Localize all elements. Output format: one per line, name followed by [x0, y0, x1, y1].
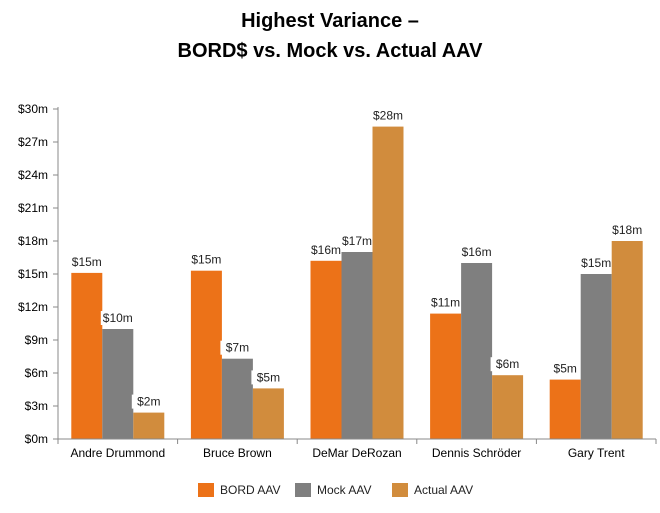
data-label: $2m: [137, 395, 160, 409]
bar: [580, 274, 612, 439]
y-tick-label: $21m: [18, 201, 48, 215]
bar: [549, 379, 581, 439]
bar: [492, 375, 524, 439]
bar: [310, 260, 342, 439]
bar: [611, 241, 643, 439]
bar: [461, 263, 493, 439]
legend-swatch: [392, 483, 408, 497]
data-label: $6m: [496, 357, 519, 371]
y-tick-label: $9m: [25, 333, 48, 347]
y-tick-label: $3m: [25, 399, 48, 413]
data-label-background: [579, 256, 614, 270]
data-label-background: [69, 254, 104, 269]
data-label-background: [131, 394, 166, 409]
y-axis: $0m $3m $6m $9m $12m $15m $18m $21m $24m $27m $30m: [18, 102, 59, 446]
y-tick-label: $18m: [18, 234, 48, 248]
data-label-background: [220, 340, 255, 355]
bar: [102, 329, 134, 439]
bar: [252, 388, 284, 439]
data-label: $15m: [191, 253, 221, 267]
data-label-background: [340, 234, 374, 248]
data-label-background: [251, 370, 286, 385]
bar: [133, 412, 165, 439]
legend: BORD AAV Mock AAV Actual AAV: [198, 483, 473, 497]
bar: [372, 126, 404, 439]
x-tick-label: Dennis Schröder: [432, 446, 521, 460]
legend-swatch: [295, 483, 311, 497]
data-label: $5m: [554, 362, 577, 376]
data-label-background: [610, 223, 645, 237]
data-label-background: [189, 252, 224, 267]
x-tick-label: Andre Drummond: [70, 446, 165, 460]
bars: $15m$10m$2m$15m$7m$5m$16m$17m$28m$11m$16…: [69, 108, 645, 439]
data-label-background: [428, 295, 463, 310]
x-tick-label: DeMar DeRozan: [312, 446, 401, 460]
bar: [190, 270, 222, 439]
legend-swatch: [198, 483, 214, 497]
data-label-background: [371, 108, 405, 123]
chart-title-line-2: BORD$ vs. Mock vs. Actual AAV: [178, 40, 484, 62]
chart-title-line-1: Highest Variance –: [241, 10, 419, 32]
data-label-background: [490, 357, 525, 372]
legend-label: Actual AAV: [414, 483, 473, 497]
x-axis: Andre Drummond Bruce Brown DeMar DeRozan De…: [57, 438, 657, 460]
legend-label: Mock AAV: [317, 483, 371, 497]
bar: [71, 272, 103, 439]
y-tick-label: $6m: [25, 366, 48, 380]
bar: [430, 313, 462, 439]
data-label: $5m: [257, 370, 280, 384]
data-label: $17m: [342, 234, 372, 248]
data-label: $16m: [311, 243, 341, 257]
data-label: $15m: [72, 255, 102, 269]
x-tick-label: Gary Trent: [568, 446, 625, 460]
y-tick-label: $15m: [18, 267, 48, 281]
y-tick-label: $12m: [18, 300, 48, 314]
bar: [341, 252, 373, 439]
data-label: $7m: [226, 341, 249, 355]
x-tick-label: Bruce Brown: [203, 446, 272, 460]
data-label-background: [548, 361, 583, 376]
data-label-background: [309, 242, 343, 257]
y-tick-label: $0m: [25, 432, 48, 446]
data-label: $10m: [103, 311, 133, 325]
data-label: $18m: [612, 223, 642, 237]
data-label: $16m: [462, 245, 492, 259]
y-tick-label: $24m: [18, 168, 48, 182]
data-label: $11m: [431, 296, 460, 310]
data-label-background: [459, 245, 494, 259]
legend-label: BORD AAV: [220, 483, 280, 497]
data-label-background: [100, 311, 135, 325]
y-tick-label: $27m: [18, 135, 48, 149]
data-label: $15m: [581, 256, 611, 270]
bar: [221, 358, 253, 439]
data-label: $28m: [373, 109, 403, 123]
y-tick-label: $30m: [18, 102, 48, 116]
